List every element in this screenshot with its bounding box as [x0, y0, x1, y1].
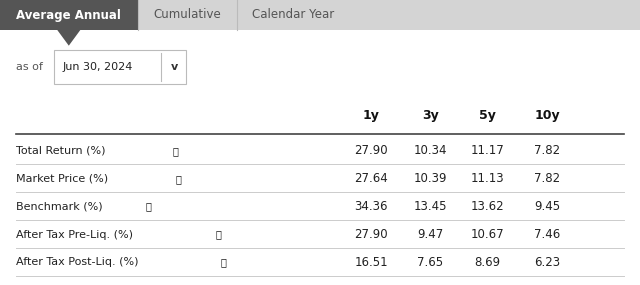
Text: 1y: 1y — [363, 109, 380, 122]
Text: ⓘ: ⓘ — [221, 257, 227, 268]
Text: 27.90: 27.90 — [355, 144, 388, 157]
Text: 7.65: 7.65 — [417, 256, 443, 269]
Text: ⓘ: ⓘ — [173, 146, 179, 156]
Text: 5y: 5y — [479, 109, 496, 122]
Text: v: v — [170, 62, 178, 72]
Text: 8.69: 8.69 — [475, 256, 500, 269]
Text: 7.82: 7.82 — [534, 172, 560, 185]
Text: ⓘ: ⓘ — [145, 202, 151, 212]
Text: 13.62: 13.62 — [471, 200, 504, 213]
Text: 7.82: 7.82 — [534, 144, 560, 157]
Text: 9.47: 9.47 — [417, 228, 444, 241]
Text: 10y: 10y — [534, 109, 560, 122]
Text: Jun 30, 2024: Jun 30, 2024 — [62, 62, 132, 72]
Text: Cumulative: Cumulative — [154, 9, 221, 21]
Text: 13.45: 13.45 — [413, 200, 447, 213]
Text: 34.36: 34.36 — [355, 200, 388, 213]
Text: 9.45: 9.45 — [534, 200, 560, 213]
Text: After Tax Pre-Liq. (%): After Tax Pre-Liq. (%) — [16, 230, 133, 240]
Text: Average Annual: Average Annual — [17, 9, 121, 21]
Text: Benchmark (%): Benchmark (%) — [16, 202, 102, 212]
Text: 16.51: 16.51 — [355, 256, 388, 269]
Text: Market Price (%): Market Price (%) — [16, 174, 108, 184]
Text: 11.17: 11.17 — [471, 144, 504, 157]
Text: 10.39: 10.39 — [413, 172, 447, 185]
Text: 11.13: 11.13 — [471, 172, 504, 185]
Text: After Tax Post-Liq. (%): After Tax Post-Liq. (%) — [16, 257, 138, 268]
Text: 6.23: 6.23 — [534, 256, 560, 269]
Text: Total Return (%): Total Return (%) — [16, 146, 106, 156]
Text: 10.34: 10.34 — [413, 144, 447, 157]
Text: Calendar Year: Calendar Year — [252, 9, 334, 21]
Text: 27.90: 27.90 — [355, 228, 388, 241]
Text: ⓘ: ⓘ — [176, 174, 182, 184]
Text: as of: as of — [16, 62, 43, 72]
Text: 3y: 3y — [422, 109, 438, 122]
Text: 27.64: 27.64 — [355, 172, 388, 185]
Text: 7.46: 7.46 — [534, 228, 561, 241]
Text: 10.67: 10.67 — [471, 228, 504, 241]
Text: ⓘ: ⓘ — [216, 230, 221, 240]
